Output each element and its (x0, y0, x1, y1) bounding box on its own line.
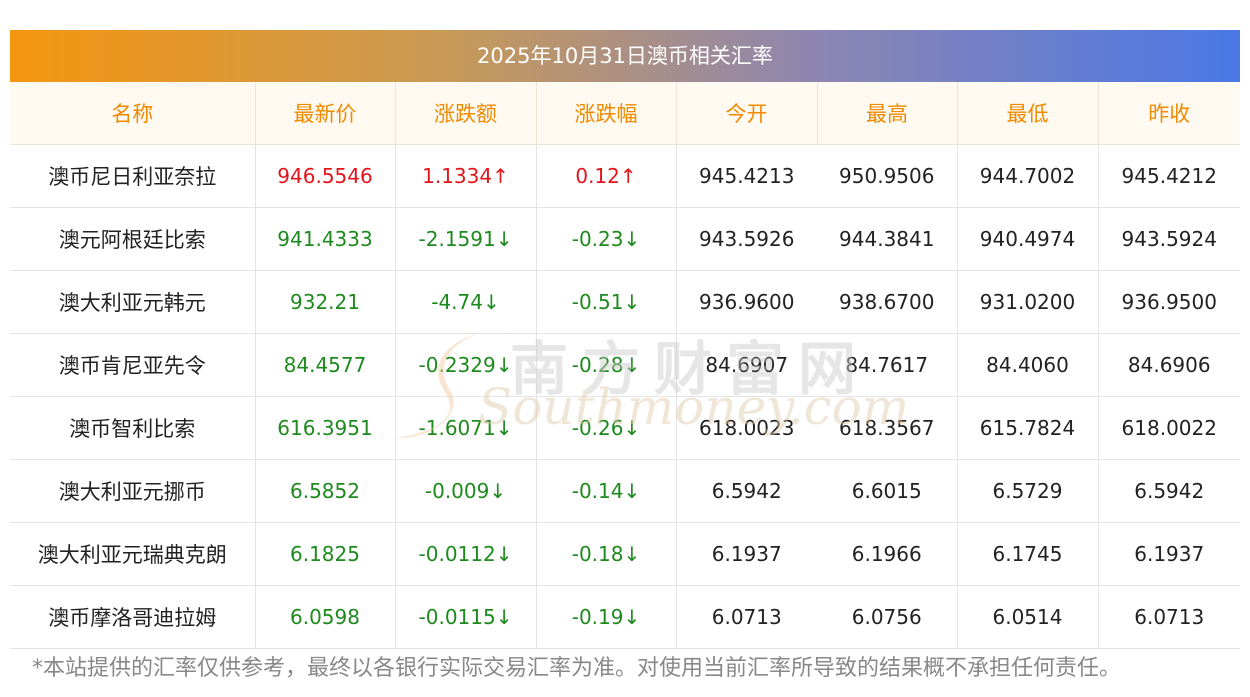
cell-change: -0.0115↓ (394, 585, 536, 649)
col-header-change: 涨跌额 (394, 82, 536, 145)
cell-pct: -0.23↓ (535, 207, 676, 271)
table-title: 2025年10月31日澳币相关汇率 (10, 30, 1240, 82)
cell-prev: 936.9500 (1097, 270, 1240, 334)
cell-name: 澳大利亚元瑞典克朗 (10, 522, 255, 586)
cell-open: 618.0023 (675, 396, 817, 460)
cell-latest: 616.3951 (254, 396, 395, 460)
cell-name: 澳元阿根廷比索 (10, 207, 255, 271)
col-header-latest: 最新价 (254, 82, 395, 145)
cell-low: 6.0514 (956, 585, 1098, 649)
cell-pct: -0.14↓ (535, 459, 676, 523)
cell-change: -0.0112↓ (394, 522, 536, 586)
cell-change: -1.6071↓ (394, 396, 536, 460)
cell-high: 6.0756 (817, 585, 957, 649)
cell-open: 936.9600 (675, 270, 817, 334)
cell-name: 澳大利亚元挪币 (10, 459, 255, 523)
cell-low: 84.4060 (956, 333, 1098, 397)
table-row: 澳币尼日利亚奈拉 946.5546 1.1334↑ 0.12↑ 945.4213 950.… (10, 144, 1240, 208)
cell-latest: 932.21 (254, 270, 395, 334)
cell-low: 944.7002 (956, 144, 1098, 208)
cell-latest: 6.0598 (254, 585, 395, 649)
table-row: 澳元阿根廷比索 941.4333 -2.1591↓ -0.23↓ 943.5926 944… (10, 207, 1240, 271)
cell-change: -0.2329↓ (394, 333, 536, 397)
cell-high: 6.1966 (817, 522, 957, 586)
cell-change: -4.74↓ (394, 270, 536, 334)
cell-name: 澳币尼日利亚奈拉 (10, 144, 255, 208)
cell-low: 6.1745 (956, 522, 1098, 586)
table-row: 澳币肯尼亚先令 84.4577 -0.2329↓ -0.28↓ 84.6907 84.76… (10, 333, 1240, 397)
cell-low: 931.0200 (956, 270, 1098, 334)
cell-name: 澳币智利比索 (10, 396, 255, 460)
table-row: 澳大利亚元瑞典克朗 6.1825 -0.0112↓ -0.18↓ 6.1937 6.196… (10, 522, 1240, 586)
cell-name: 澳币肯尼亚先令 (10, 333, 255, 397)
cell-pct: -0.28↓ (535, 333, 676, 397)
cell-open: 945.4213 (675, 144, 817, 208)
col-header-prev: 昨收 (1097, 82, 1240, 145)
cell-low: 940.4974 (956, 207, 1098, 271)
disclaimer-note: *本站提供的汇率仅供参考，最终以各银行实际交易汇率为准。对使用当前汇率所导致的结… (32, 656, 1122, 681)
cell-prev: 6.0713 (1097, 585, 1240, 649)
col-header-open: 今开 (675, 82, 817, 145)
table-row: 澳币智利比索 616.3951 -1.6071↓ -0.26↓ 618.0023 618.… (10, 396, 1240, 460)
cell-low: 6.5729 (956, 459, 1098, 523)
cell-high: 938.6700 (817, 270, 957, 334)
cell-change: -0.009↓ (394, 459, 536, 523)
col-header-name: 名称 (10, 82, 255, 145)
table-row: 澳大利亚元韩元 932.21 -4.74↓ -0.51↓ 936.9600 938.670… (10, 270, 1240, 334)
cell-latest: 941.4333 (254, 207, 395, 271)
cell-open: 943.5926 (675, 207, 817, 271)
header-row: 名称 最新价 涨跌额 涨跌幅 今开 最高 最低 昨收 (10, 82, 1240, 145)
cell-prev: 84.6906 (1097, 333, 1240, 397)
cell-pct: -0.18↓ (535, 522, 676, 586)
cell-pct: 0.12↑ (535, 144, 676, 208)
cell-pct: -0.19↓ (535, 585, 676, 649)
cell-high: 6.6015 (817, 459, 957, 523)
cell-low: 615.7824 (956, 396, 1098, 460)
cell-name: 澳币摩洛哥迪拉姆 (10, 585, 255, 649)
cell-high: 618.3567 (817, 396, 957, 460)
col-header-pct: 涨跌幅 (535, 82, 676, 145)
cell-latest: 946.5546 (254, 144, 395, 208)
cell-change: -2.1591↓ (394, 207, 536, 271)
cell-prev: 618.0022 (1097, 396, 1240, 460)
cell-name: 澳大利亚元韩元 (10, 270, 255, 334)
cell-open: 6.0713 (675, 585, 817, 649)
cell-pct: -0.26↓ (535, 396, 676, 460)
cell-latest: 6.1825 (254, 522, 395, 586)
cell-prev: 6.1937 (1097, 522, 1240, 586)
cell-prev: 945.4212 (1097, 144, 1240, 208)
cell-prev: 943.5924 (1097, 207, 1240, 271)
cell-latest: 84.4577 (254, 333, 395, 397)
col-header-high: 最高 (816, 82, 957, 145)
cell-change: 1.1334↑ (394, 144, 536, 208)
table-row: 澳币摩洛哥迪拉姆 6.0598 -0.0115↓ -0.19↓ 6.0713 6.0756… (10, 585, 1240, 649)
cell-prev: 6.5942 (1097, 459, 1240, 523)
cell-high: 944.3841 (817, 207, 957, 271)
cell-pct: -0.51↓ (535, 270, 676, 334)
cell-high: 84.7617 (817, 333, 957, 397)
col-header-low: 最低 (956, 82, 1098, 145)
table-row: 澳大利亚元挪币 6.5852 -0.009↓ -0.14↓ 6.5942 6.6015 6.… (10, 459, 1240, 523)
rates-panel: 2025年10月31日澳币相关汇率 名称 最新价 涨跌额 涨跌幅 今开 最高 最… (10, 30, 1240, 649)
cell-latest: 6.5852 (254, 459, 395, 523)
rates-table: 名称 最新价 涨跌额 涨跌幅 今开 最高 最低 昨收 澳币尼日利亚奈拉 946.5… (10, 82, 1240, 649)
cell-open: 84.6907 (675, 333, 817, 397)
cell-open: 6.5942 (675, 459, 817, 523)
cell-high: 950.9506 (817, 144, 957, 208)
cell-open: 6.1937 (675, 522, 817, 586)
